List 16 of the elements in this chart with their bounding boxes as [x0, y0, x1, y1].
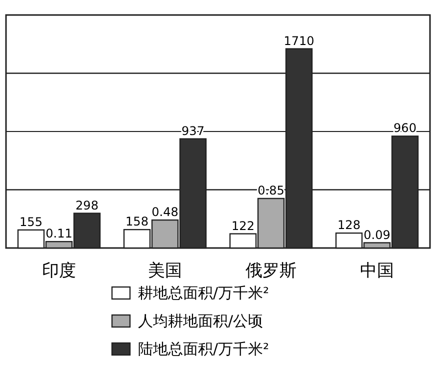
data-label: 158 — [126, 214, 148, 229]
data-label: 1710 — [284, 34, 314, 48]
data-label: 0.09 — [364, 228, 390, 242]
x-tick-label: 中国 — [360, 261, 394, 281]
data-label: 298 — [76, 198, 98, 212]
data-label: 0.11 — [46, 226, 72, 241]
legend-label: 陆地总面积/万千米² — [138, 340, 270, 358]
x-tick-label: 印度 — [42, 261, 76, 281]
legend-label: 耕地总面积/万千米² — [138, 284, 270, 302]
data-label: 155 — [20, 214, 42, 229]
x-tick-label: 美国 — [148, 261, 182, 281]
data-label: 0.48 — [152, 205, 178, 220]
x-tick-label: 俄罗斯 — [246, 261, 296, 281]
data-label: 122 — [232, 218, 254, 233]
legend-label: 人均耕地面积/公顷 — [138, 312, 264, 330]
data-label: 128 — [338, 218, 360, 232]
